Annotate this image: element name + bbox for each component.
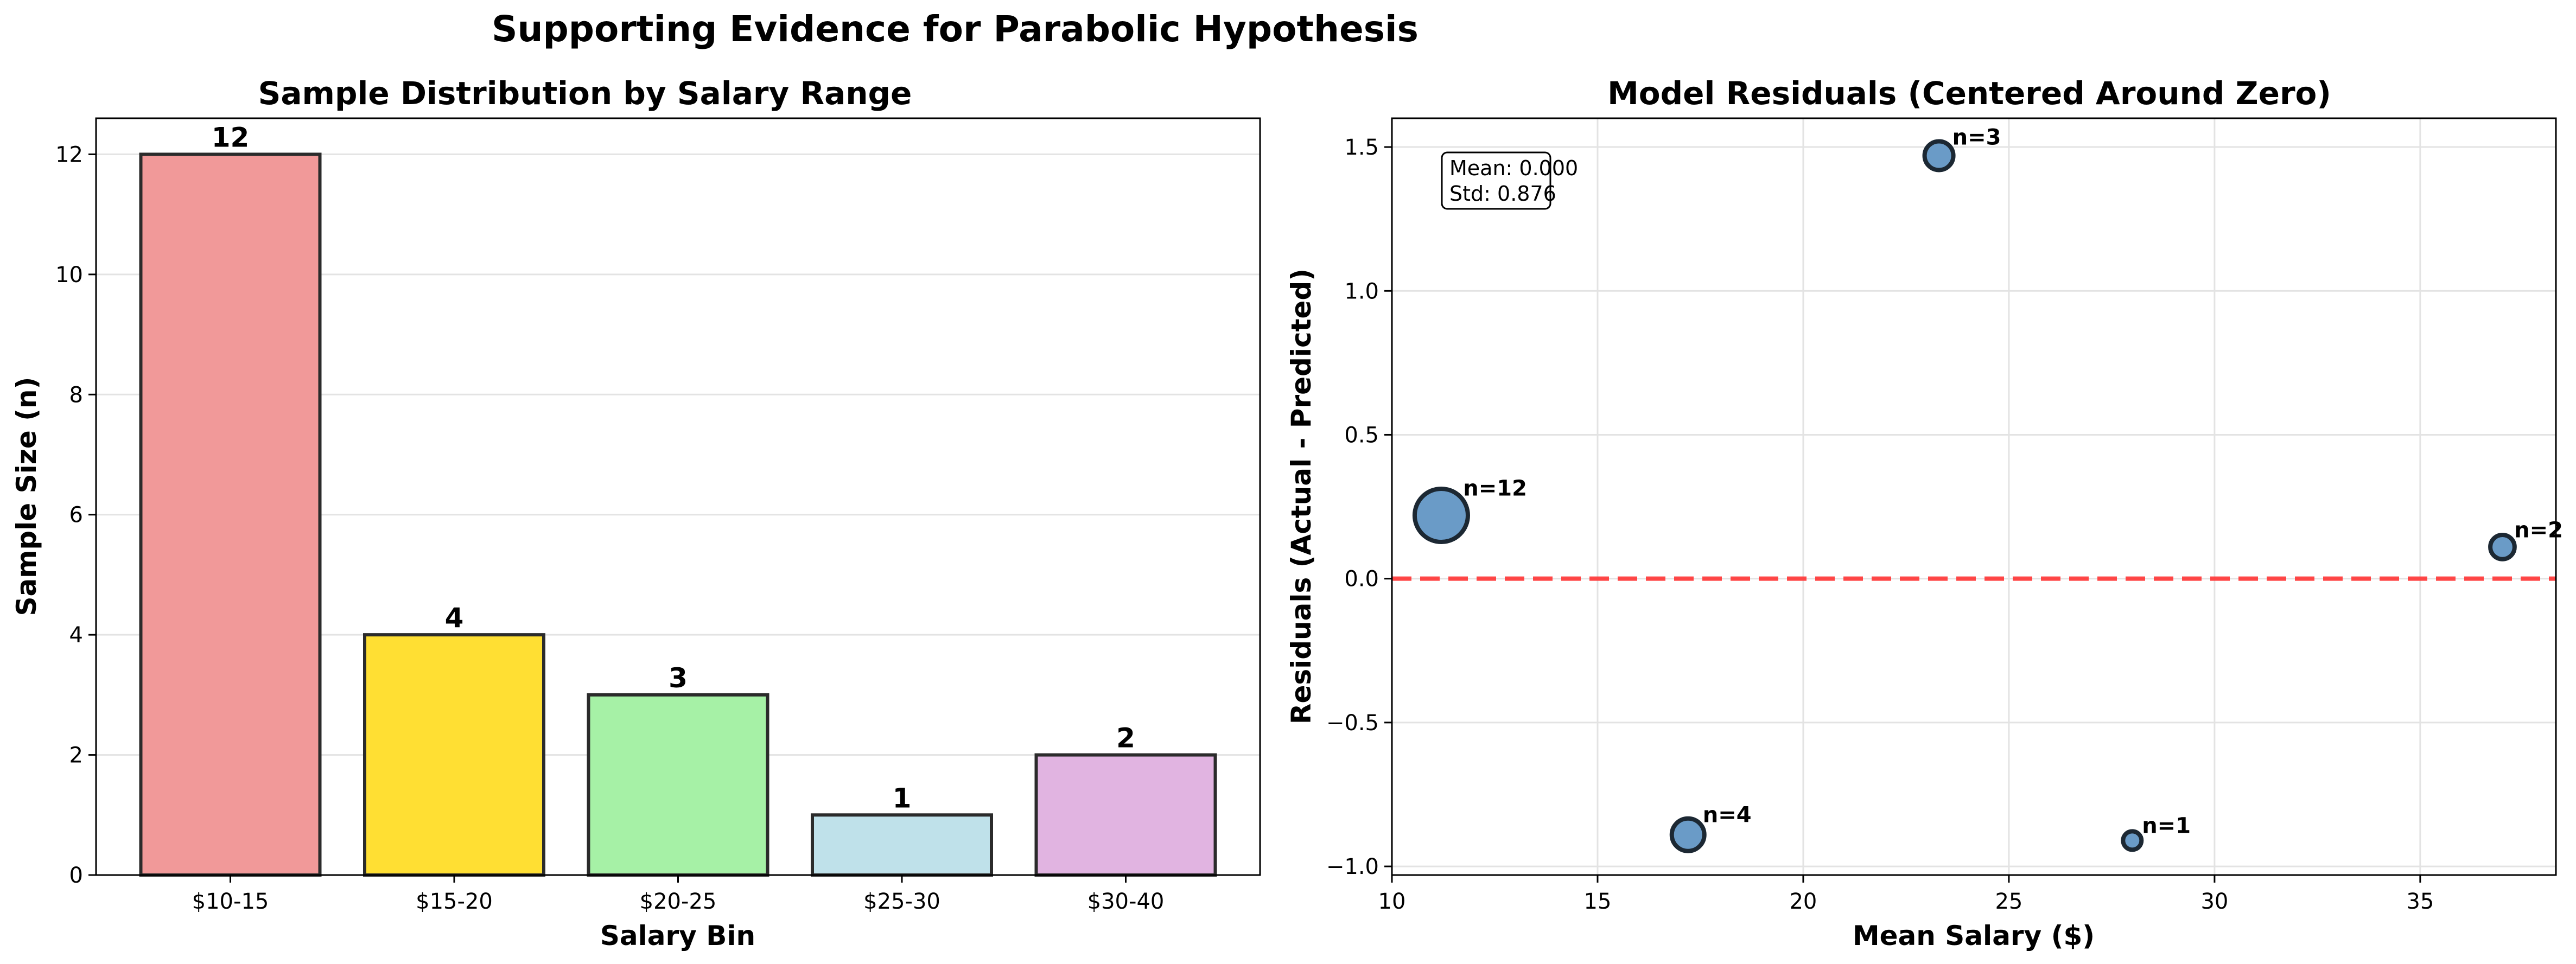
scatter-chart-y-axis-label: Residuals (Actual - Predicted) [1286,269,1317,724]
bar-x-tick-label: $20-25 [640,889,717,914]
bar-chart-bars [139,152,1217,877]
scatter-x-tick-label: 10 [1378,889,1406,914]
scatter-chart-frame [1391,117,2557,876]
scatter-point-label: n=2 [2514,518,2563,543]
bar-y-tick-label: 0 [69,863,83,888]
scatter-y-tick-label: −1.0 [1326,854,1379,879]
bar-y-tick-label: 12 [55,142,83,167]
scatter-y-tick-label: 0.5 [1344,423,1379,448]
bar-x-tick-label: $15-20 [416,889,493,914]
bar-chart-x-axis-label: Salary Bin [600,920,755,952]
scatter-chart-y-ticks: −1.0 −0.5 0.0 0.5 1.0 1.5 [1326,135,1392,879]
bar-data-label: 12 [212,122,250,153]
bar-chart-y-axis-label: Sample Size (n) [11,377,42,616]
stats-std: Std: 0.876 [1449,182,1556,206]
bar-chart-x-ticks: $10-15 $15-20 $20-25 $25-30 $30-40 [192,875,1165,914]
residual-scatter-chart: Model Residuals (Centered Around Zero) n… [1286,75,2563,952]
bar-data-label: 4 [445,602,464,634]
scatter-x-tick-label: 20 [1789,889,1817,914]
scatter-chart-x-ticks: 10 15 20 25 30 35 [1378,875,2434,914]
scatter-chart-title: Model Residuals (Centered Around Zero) [1607,75,2331,112]
bar-chart-title: Sample Distribution by Salary Range [258,75,912,112]
bar-data-label: 2 [1116,723,1135,754]
bar-data-label: 1 [893,782,912,814]
scatter-chart-points [1412,139,2517,853]
scatter-chart-point-labels: n=12 n=4 n=3 n=1 n=2 [1463,125,2563,838]
bar-y-tick-label: 10 [55,263,83,288]
scatter-point [1412,486,1470,545]
scatter-point [2121,829,2144,852]
scatter-point [2488,532,2517,561]
scatter-point-label: n=12 [1463,476,1527,501]
bar-y-tick-label: 8 [69,382,83,407]
scatter-point [1922,139,1956,173]
bar [811,813,993,877]
bar [1034,753,1217,877]
bar-y-tick-label: 4 [69,623,83,648]
scatter-x-tick-label: 25 [1995,889,2022,914]
scatter-y-tick-label: 1.5 [1344,135,1379,160]
scatter-x-tick-label: 15 [1584,889,1612,914]
stats-box: Mean: 0.000 Std: 0.876 [1441,151,1578,210]
bar [587,693,769,877]
bar-data-label: 3 [669,662,688,694]
bar [363,633,545,877]
scatter-point-label: n=4 [1703,803,1752,828]
bar-y-tick-label: 2 [69,743,83,768]
scatter-point [1669,816,1707,853]
stats-mean: Mean: 0.000 [1449,156,1578,180]
bar [139,152,322,877]
scatter-x-tick-label: 35 [2406,889,2434,914]
bar-x-tick-label: $25-30 [863,889,940,914]
bar-chart-y-ticks: 0 2 4 6 8 10 12 [55,142,96,888]
stats-box-frame [1441,151,1551,210]
bar-chart: Sample Distribution by Salary Range 1243… [11,75,1261,952]
bar-x-tick-label: $10-15 [192,889,269,914]
figure-title: Supporting Evidence for Parabolic Hypoth… [492,8,1419,50]
scatter-y-tick-label: −0.5 [1326,711,1379,736]
bar-x-tick-label: $30-40 [1087,889,1165,914]
scatter-y-tick-label: 1.0 [1344,279,1379,304]
scatter-x-tick-label: 30 [2200,889,2228,914]
scatter-point-label: n=1 [2142,813,2191,838]
scatter-point-label: n=3 [1952,125,2001,150]
scatter-y-tick-label: 0.0 [1344,567,1379,592]
scatter-chart-x-axis-label: Mean Salary ($) [1853,920,2095,952]
bar-y-tick-label: 6 [69,503,83,528]
